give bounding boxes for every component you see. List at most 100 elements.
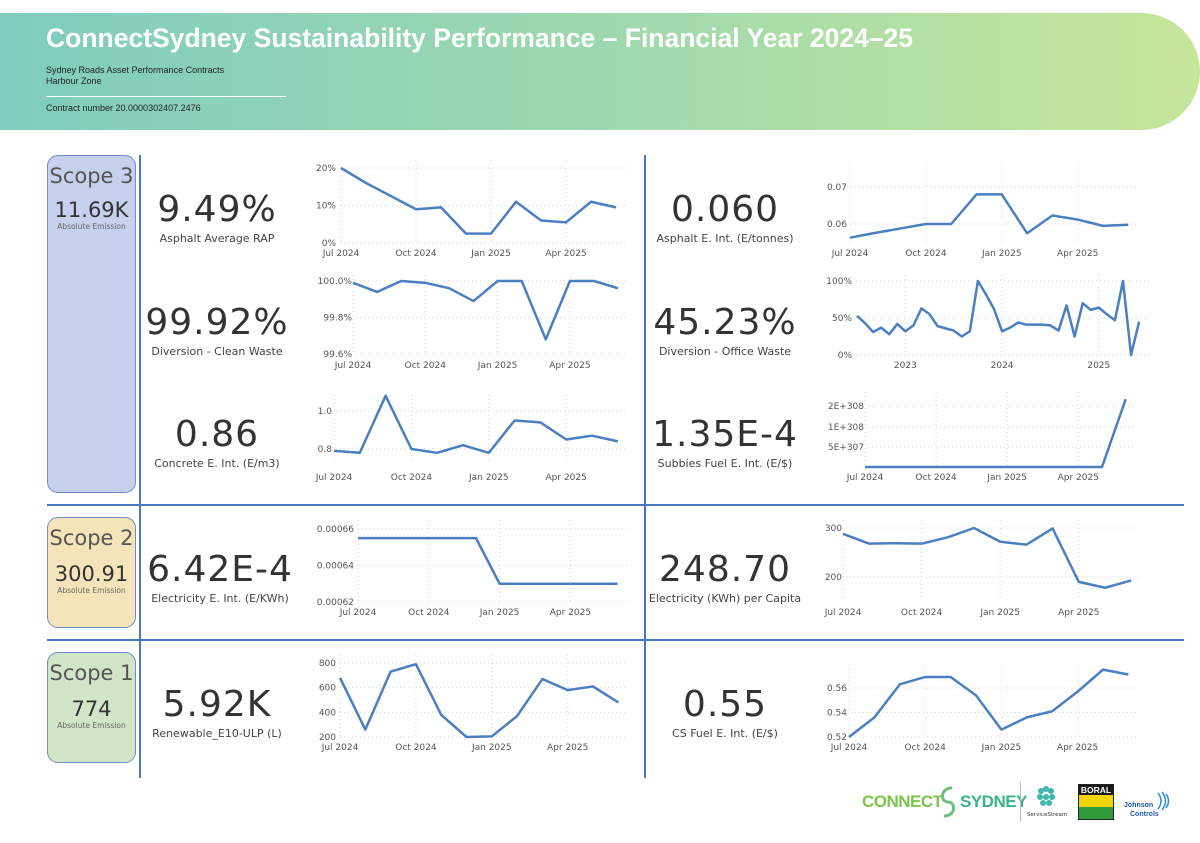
subtitle-zone: Harbour Zone [46,76,102,86]
kpi-concrete-eint: 0.86 Concrete E. Int. (E/m3) [117,415,317,471]
series-line [338,662,619,739]
scope1-value: 774 [71,697,112,721]
partner-logos: CONNECT SYDNEY ServiceStream BORAL Johns… [860,780,1180,825]
x-tick-label: Apr 2025 [1058,608,1099,618]
scope3-label: Scope 3 [49,164,134,188]
series-line [856,279,1141,357]
kpi-subbies-fuel: 1.35E-4 Subbies Fuel E. Int. (E/$) [625,414,825,471]
chart-electricity-per-capita: 200 300 Jul 2024 Oct 2024 Jan 2025 Apr 2025 [824,520,1142,618]
divider-scope2-scope1 [47,639,1184,641]
x-tick-label: Oct 2024 [395,249,437,259]
x-tick-label: Oct 2024 [405,361,447,371]
kpi-label: Electricity (KWh) per Capita [648,592,802,605]
x-tick-label: Oct 2024 [395,743,437,753]
series-line [865,398,1127,469]
series-line [842,526,1132,590]
kpi-label: Asphalt Average RAP [159,232,275,245]
kpi-label: Diversion - Clean Waste [151,345,283,358]
x-tick-label: Oct 2024 [408,608,450,618]
x-tick-label: 2025 [1087,361,1110,371]
y-tick-label: 0% [838,351,853,361]
header-banner [0,13,1200,130]
y-tick-label: 10% [316,202,336,212]
divider-scope3-scope2 [47,504,1184,506]
scope2-card: Scope 2 300.91 Absolute Emission [47,517,136,628]
y-tick-label: 20% [316,164,336,174]
x-tick-label: Jul 2024 [334,361,372,371]
kpi-electricity-per-capita: 248.70 Electricity (KWh) per Capita [625,549,825,606]
kpi-value: 6.42E-4 [147,549,293,590]
kpi-value: 99.92% [145,302,289,343]
divider-middle [644,155,646,778]
kpi-label: Renewable_E10-ULP (L) [152,727,282,740]
x-tick-label: Jan 2025 [471,743,512,753]
y-tick-label: 400 [319,708,336,718]
y-tick-label: 0.00064 [317,562,354,572]
page-title: ConnectSydney Sustainability Performance… [46,23,914,53]
divider-left [139,155,141,778]
y-tick-label: 200 [319,733,336,743]
chart-concrete-eint: 0.8 1.0 Jul 2024 Oct 2024 Jan 2025 Apr 2025 [315,394,628,483]
x-tick-label: 2024 [991,361,1014,371]
series-line [333,394,619,455]
boral-logo-text: BORAL [1080,785,1112,795]
x-tick-label: Jul 2024 [831,249,869,259]
kpi-value: 0.55 [682,684,768,725]
kpi-clean-waste: 99.92% Diversion - Clean Waste [117,302,317,359]
x-tick-label: Apr 2025 [547,743,588,753]
y-tick-label: 0.07 [827,183,847,193]
y-tick-label: 100% [826,277,852,287]
x-tick-label: Jul 2024 [322,249,360,259]
kpi-value: 9.49% [157,189,277,230]
kpi-cs-fuel-eint: 0.55 CS Fuel E. Int. (E/$) [625,684,825,741]
x-tick-label: Jul 2024 [846,473,884,483]
scope3-caption: Absolute Emission [57,222,126,231]
connectsydney-logo-right: SYDNEY [960,792,1027,811]
y-tick-label: 0.06 [827,220,847,230]
y-tick-label: 600 [319,684,336,694]
kpi-value: 45.23% [653,302,797,343]
x-tick-label: Apr 2025 [549,361,590,371]
y-tick-label: 99.6% [323,350,352,360]
y-tick-label: 300 [825,524,842,534]
x-tick-label: Oct 2024 [391,473,433,483]
x-tick-label: Oct 2024 [905,249,947,259]
y-tick-label: 5E+307 [828,443,864,453]
chart-cs-fuel-eint: 0.52 0.54 0.56 Jul 2024 Oct 2024 Jan 2025 Apr … [827,665,1139,753]
kpi-label: Concrete E. Int. (E/m3) [154,457,280,470]
x-tick-label: Apr 2025 [1057,743,1098,753]
scope3-value: 11.69K [54,198,129,222]
y-tick-label: 100.0% [318,277,353,287]
y-tick-label: 0.00062 [317,598,354,608]
x-tick-label: Apr 2025 [546,473,587,483]
x-tick-label: Apr 2025 [550,608,591,618]
kpi-label: Diversion - Office Waste [658,345,792,358]
scope2-caption: Absolute Emission [57,586,126,595]
x-tick-label: Oct 2024 [901,608,943,618]
scope1-label: Scope 1 [49,661,134,685]
x-tick-label: Jul 2024 [830,743,868,753]
chart-asphalt-eint: 0.06 0.07 Jul 2024 Oct 2024 Jan 2025 Apr 2025 [827,165,1139,259]
chart-renewable-e10: 200 400 600 800 Jul 2024 Oct 2024 Jan 2025 Apr … [319,655,629,753]
x-tick-label: Jul 2024 [339,608,377,618]
series-line [340,166,617,235]
kpi-asphalt-rap: 9.49% Asphalt Average RAP [117,189,317,246]
boral-logo: BORAL [1078,784,1114,820]
x-tick-label: Apr 2025 [1058,473,1099,483]
kpi-renewable-e10: 5.92K Renewable_E10-ULP (L) [117,685,317,741]
x-tick-label: Oct 2024 [905,743,947,753]
chart-asphalt-rap: 0% 10% 20% Jul 2024 Oct 2024 Jan 2025 Apr 2025 [316,160,626,259]
kpi-value: 1.35E-4 [652,414,798,455]
scope1-caption: Absolute Emission [57,721,126,730]
kpi-value: 248.70 [659,549,791,590]
y-tick-label: 0.54 [827,709,847,719]
series-line [848,668,1129,738]
y-tick-label: 1E+308 [828,423,864,433]
servicestream-icon [1037,786,1055,806]
contract-number: Contract number 20.0000302407.2476 [46,103,201,113]
y-tick-label: 0.52 [827,733,847,743]
y-tick-label: 1.0 [318,407,333,417]
chart-office-waste: 0% 50% 100% 2023 2024 2025 [826,275,1150,371]
subtitle-contract-type: Sydney Roads Asset Performance Contracts [46,65,225,75]
